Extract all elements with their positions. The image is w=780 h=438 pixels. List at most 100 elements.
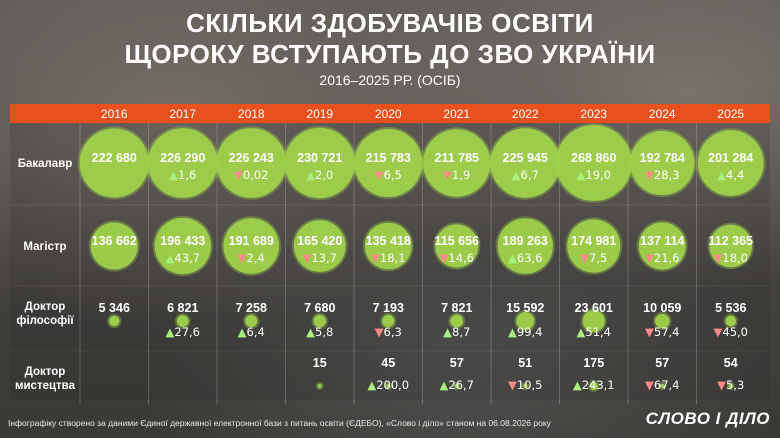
change-value: 2,0 — [315, 168, 333, 182]
change-value: 67,4 — [654, 378, 680, 392]
change-value: 19,0 — [585, 168, 611, 182]
data-bubble — [638, 222, 686, 270]
value-label: 5 536 — [715, 301, 746, 315]
change-value: 7,5 — [589, 251, 607, 265]
down-arrow-icon: ▼ — [234, 168, 243, 182]
row-label: мистецтва — [15, 380, 76, 392]
change-label: ▼67,4 — [645, 378, 679, 392]
value-label: 226 290 — [160, 151, 205, 165]
data-bubble — [725, 315, 737, 327]
data-bubble — [516, 312, 535, 330]
down-arrow-icon: ▼ — [508, 378, 517, 392]
up-arrow-icon: ▲ — [443, 325, 452, 339]
data-bubble — [317, 384, 322, 388]
value-label: 15 — [313, 356, 327, 370]
value-label: 115 656 — [435, 234, 480, 248]
change-value: 13,7 — [311, 251, 337, 265]
change-label: ▲99,4 — [508, 325, 542, 339]
data-bubble — [293, 220, 346, 272]
change-label: ▼21,6 — [645, 251, 679, 265]
change-label: ▼5,3 — [717, 378, 744, 392]
value-label: 230 721 — [297, 151, 342, 165]
down-arrow-icon: ▼ — [580, 251, 589, 265]
value-label: 225 945 — [503, 151, 548, 165]
value-label: 137 114 — [640, 234, 685, 248]
change-label: ▲5,8 — [306, 325, 333, 339]
value-label: 226 243 — [229, 151, 274, 165]
data-bubble — [386, 383, 391, 389]
change-label: ▲8,7 — [443, 325, 470, 339]
down-arrow-icon: ▼ — [645, 378, 654, 392]
change-value: 51,4 — [585, 325, 611, 339]
page-title: СКІЛЬКИ ЗДОБУВАЧІВ ОСВІТИ ЩОРОКУ ВСТУПАЮ… — [0, 8, 780, 70]
change-value: 57,4 — [654, 325, 680, 339]
change-label: ▼18,1 — [371, 251, 405, 265]
row-band — [10, 352, 770, 400]
change-label: ▼0,02 — [234, 168, 268, 182]
down-arrow-icon: ▼ — [440, 251, 449, 265]
change-label: ▲51,4 — [577, 325, 611, 339]
up-arrow-icon: ▲ — [508, 251, 517, 265]
value-label: 192 784 — [640, 151, 685, 165]
year-header-label: 2022 — [512, 107, 539, 121]
year-header-label: 2024 — [649, 107, 676, 121]
up-arrow-icon: ▲ — [512, 168, 521, 182]
year-header-label: 2016 — [101, 107, 128, 121]
value-label: 6 821 — [167, 301, 198, 315]
up-arrow-icon: ▲ — [508, 325, 517, 339]
data-bubble — [313, 314, 327, 328]
page-subtitle: 2016–2025 РР. (ОСІБ) — [319, 72, 461, 88]
down-arrow-icon: ▼ — [714, 325, 723, 339]
value-label: 57 — [450, 356, 464, 370]
value-label: 5 346 — [99, 301, 130, 315]
change-value: 1,9 — [452, 168, 470, 182]
source-footnote: Інфографіку створено за даними Єдиної де… — [8, 418, 551, 428]
year-header-label: 2018 — [238, 107, 265, 121]
up-arrow-icon: ▲ — [166, 251, 175, 265]
data-bubble — [154, 217, 211, 275]
data-bubble — [147, 128, 218, 198]
up-arrow-icon: ▲ — [440, 378, 449, 392]
data-bubble — [697, 130, 764, 196]
value-label: 7 680 — [304, 301, 335, 315]
change-value: 14,6 — [448, 251, 474, 265]
change-value: 1,6 — [178, 168, 196, 182]
up-arrow-icon: ▲ — [717, 168, 726, 182]
change-value: 2,4 — [247, 251, 265, 265]
value-label: 189 263 — [503, 234, 548, 248]
change-label: ▼7,5 — [580, 251, 607, 265]
data-bubble — [567, 219, 621, 273]
data-bubble — [555, 125, 632, 201]
up-arrow-icon: ▲ — [166, 325, 175, 339]
value-label: 222 680 — [92, 151, 137, 165]
value-label: 175 — [583, 356, 604, 370]
down-arrow-icon: ▼ — [443, 168, 452, 182]
value-label: 174 981 — [571, 234, 616, 248]
data-bubble — [659, 383, 665, 389]
change-label: ▲1,6 — [169, 168, 196, 182]
change-value: 21,6 — [654, 251, 680, 265]
change-label: ▼2,4 — [238, 251, 265, 265]
change-label: ▼1,9 — [443, 168, 470, 182]
data-bubble — [435, 224, 479, 268]
change-value: 43,7 — [174, 251, 200, 265]
change-value: 6,7 — [521, 168, 539, 182]
change-value: 0,02 — [243, 168, 269, 182]
change-value: 200,0 — [376, 378, 409, 392]
change-value: 26,7 — [448, 378, 474, 392]
change-value: 6,4 — [247, 325, 265, 339]
data-bubble — [709, 224, 753, 268]
change-label: ▲6,7 — [512, 168, 539, 182]
change-value: 5,8 — [315, 325, 333, 339]
change-value: 8,7 — [452, 325, 470, 339]
data-bubble — [354, 128, 423, 198]
value-label: 15 592 — [506, 301, 544, 315]
change-value: 63,6 — [517, 251, 543, 265]
change-label: ▼10,5 — [508, 378, 542, 392]
change-label: ▲26,7 — [440, 378, 474, 392]
year-header-label: 2025 — [717, 107, 744, 121]
data-bubble — [284, 127, 355, 199]
year-header-label: 2020 — [375, 107, 402, 121]
change-value: 28,3 — [654, 168, 680, 182]
